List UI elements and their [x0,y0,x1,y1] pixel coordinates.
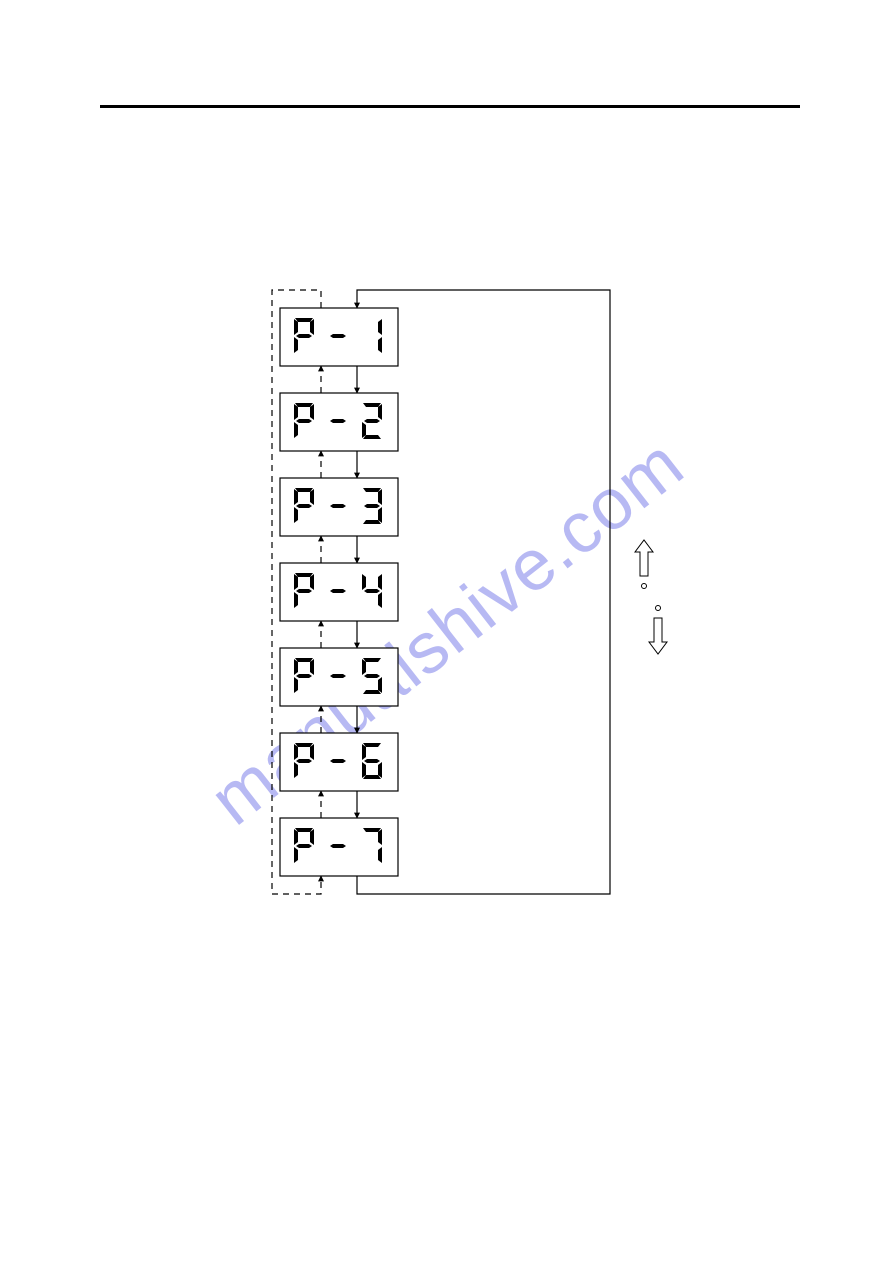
flowchart-diagram [240,280,690,980]
top-rule [100,105,800,108]
down-dot [656,606,661,611]
glyph-- [330,759,346,763]
glyph-- [330,334,346,338]
glyph-- [330,844,346,848]
glyph-- [330,504,346,508]
glyph-- [330,589,346,593]
glyph-- [330,674,346,678]
down-arrow-hollow [649,618,667,654]
up-arrow-hollow [635,540,653,576]
up-dot [642,584,647,589]
glyph-- [330,419,346,423]
